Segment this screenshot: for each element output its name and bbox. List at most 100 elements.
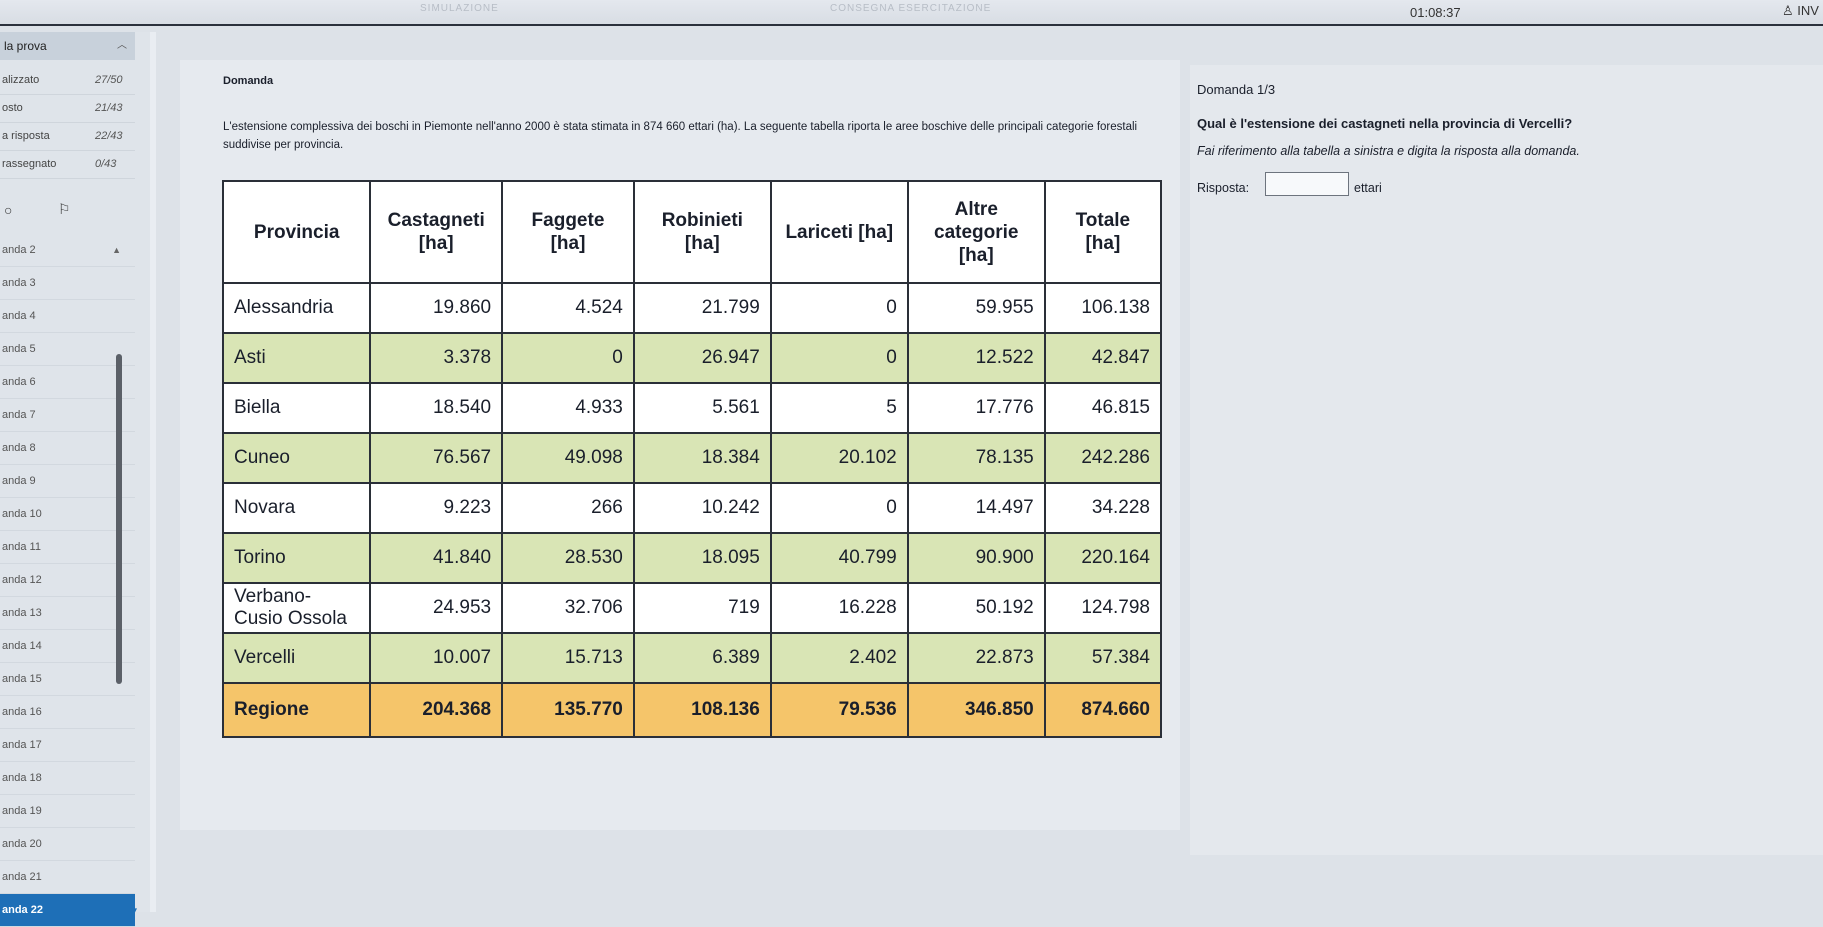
sidebar-question-item[interactable]: anda 15	[0, 663, 135, 696]
sidebar-question-label: anda 15	[2, 673, 42, 685]
sidebar: la prova ︿ alizzato 27/50 osto 21/43 a r…	[0, 32, 150, 927]
table-cell-total: 346.850	[906, 682, 1046, 738]
sidebar-question-item[interactable]: anda 22 ▾	[0, 894, 137, 927]
question-text: L'estensione complessiva dei boschi in P…	[223, 121, 1138, 151]
sidebar-header[interactable]: la prova ︿	[0, 32, 135, 60]
sidebar-question-item[interactable]: anda 16	[0, 696, 135, 729]
table-cell-region: Regione	[221, 682, 372, 738]
column-header: Provincia	[221, 180, 372, 284]
table-total-row: Regione 204.368 135.770 108.136 79.536 346.85…	[221, 682, 1163, 738]
sidebar-question-item[interactable]: anda 11	[0, 531, 135, 564]
sidebar-question-item[interactable]: anda 14	[0, 630, 135, 663]
sidebar-header-label: la prova	[4, 39, 47, 53]
table-cell: 10.242	[632, 482, 772, 534]
table-cell-province: Alessandria	[221, 282, 372, 334]
table-cell: 4.524	[501, 282, 635, 334]
table-cell-total: 204.368	[369, 682, 504, 738]
province-line: Verbano-	[234, 586, 312, 607]
sidebar-question-label: anda 19	[2, 805, 42, 817]
answer-label: Risposta:	[1197, 181, 1250, 195]
table-header-row: Provincia Castagneti [ha] Faggete [ha] R…	[221, 180, 1163, 284]
table-cell-province: Biella	[221, 382, 372, 434]
table-cell: 24.953	[369, 582, 504, 634]
stat-label: osto	[2, 102, 23, 114]
sidebar-question-item[interactable]: anda 17	[0, 729, 135, 762]
table-row: Novara 9.223 266 10.242 0 14.497 34.228	[221, 482, 1163, 534]
table-cell: 46.815	[1043, 382, 1163, 434]
scrollbar[interactable]	[116, 354, 122, 684]
table-cell: 15.713	[501, 632, 635, 684]
table-row: Asti 3.378 0 26.947 0 12.522 42.847	[221, 332, 1163, 384]
table-cell: 719	[632, 582, 772, 634]
table-cell-total: 79.536	[769, 682, 909, 738]
table-cell: 57.384	[1043, 632, 1163, 684]
sidebar-question-item[interactable]: anda 12	[0, 564, 135, 597]
sidebar-question-label: anda 16	[2, 706, 42, 718]
sidebar-question-item[interactable]: anda 10	[0, 498, 135, 531]
table-cell: 18.540	[369, 382, 504, 434]
table-cell: 5.561	[632, 382, 772, 434]
table-cell: 3.378	[369, 332, 504, 384]
column-header: Lariceti [ha]	[769, 180, 909, 284]
table-cell: 22.873	[906, 632, 1046, 684]
sidebar-question-label: anda 22	[2, 904, 43, 916]
sidebar-divider	[150, 32, 156, 912]
circle-icon[interactable]: ○	[4, 202, 13, 218]
flag-icon[interactable]: ⚐	[58, 201, 71, 217]
sidebar-question-label: anda 4	[2, 310, 36, 322]
table-cell: 10.007	[369, 632, 504, 684]
sidebar-question-item[interactable]: anda 7	[0, 399, 135, 432]
table-cell: 78.135	[906, 432, 1046, 484]
table-cell-total: 874.660	[1043, 682, 1163, 738]
table-cell-province: Asti	[221, 332, 372, 384]
sidebar-question-label: anda 9	[2, 475, 36, 487]
sidebar-question-item[interactable]: anda 18	[0, 762, 135, 795]
sidebar-question-label: anda 6	[2, 376, 36, 388]
answer-hint: Fai riferimento alla tabella a sinistra …	[1197, 144, 1580, 158]
answer-question: Qual è l'estensione dei castagneti nella…	[1197, 116, 1573, 131]
sidebar-question-item[interactable]: anda 21	[0, 861, 135, 894]
sidebar-filter-icons: ○ ⚐	[0, 198, 135, 224]
sidebar-question-label: anda 20	[2, 838, 42, 850]
sidebar-question-item[interactable]: anda 9	[0, 465, 135, 498]
table-cell: 242.286	[1043, 432, 1163, 484]
stat-row: alizzato 27/50	[0, 68, 135, 95]
table-cell-province: Cuneo	[221, 432, 372, 484]
table-cell: 59.955	[906, 282, 1046, 334]
sidebar-question-item[interactable]: anda 2 ▲	[0, 234, 135, 267]
table-cell: 12.522	[906, 332, 1046, 384]
table-row: Torino 41.840 28.530 18.095 40.799 90.900 220.…	[221, 532, 1163, 584]
sidebar-question-item[interactable]: anda 8	[0, 432, 135, 465]
table-cell: 18.095	[632, 532, 772, 584]
sidebar-question-item[interactable]: anda 5	[0, 333, 135, 366]
chevron-down-icon[interactable]: ▾	[132, 905, 137, 915]
sidebar-question-item[interactable]: anda 13	[0, 597, 135, 630]
table-cell: 90.900	[906, 532, 1046, 584]
sidebar-question-label: anda 18	[2, 772, 42, 784]
table-cell: 42.847	[1043, 332, 1163, 384]
sidebar-question-label: anda 12	[2, 574, 42, 586]
table-cell: 266	[501, 482, 635, 534]
topbar-right-button[interactable]: ♙ INV	[1782, 3, 1819, 18]
sidebar-question-item[interactable]: anda 6	[0, 366, 135, 399]
table-row: Alessandria 19.860 4.524 21.799 0 59.955 106.1…	[221, 282, 1163, 334]
table-cell-total: 135.770	[501, 682, 635, 738]
table-cell: 18.384	[632, 432, 772, 484]
sidebar-question-label: anda 11	[2, 541, 41, 553]
column-header: Robinieti [ha]	[632, 180, 772, 284]
table-cell: 0	[769, 332, 909, 384]
province-line: Cusio Ossola	[234, 608, 347, 629]
sidebar-question-label: anda 8	[2, 442, 36, 454]
chevron-up-icon[interactable]: ︿	[117, 40, 127, 51]
column-header: Altre categorie [ha]	[906, 180, 1046, 284]
table-cell: 50.192	[906, 582, 1046, 634]
table-cell: 106.138	[1043, 282, 1163, 334]
answer-input[interactable]	[1265, 172, 1349, 196]
sidebar-question-item[interactable]: anda 20	[0, 828, 135, 861]
chevron-up-icon[interactable]: ▲	[112, 245, 121, 255]
sidebar-question-item[interactable]: anda 19	[0, 795, 135, 828]
table-row: Verbano- Cusio Ossola 24.953 32.706 719 16.22…	[221, 582, 1163, 634]
table-cell: 4.933	[501, 382, 635, 434]
sidebar-question-item[interactable]: anda 4	[0, 300, 135, 333]
sidebar-question-item[interactable]: anda 3	[0, 267, 135, 300]
